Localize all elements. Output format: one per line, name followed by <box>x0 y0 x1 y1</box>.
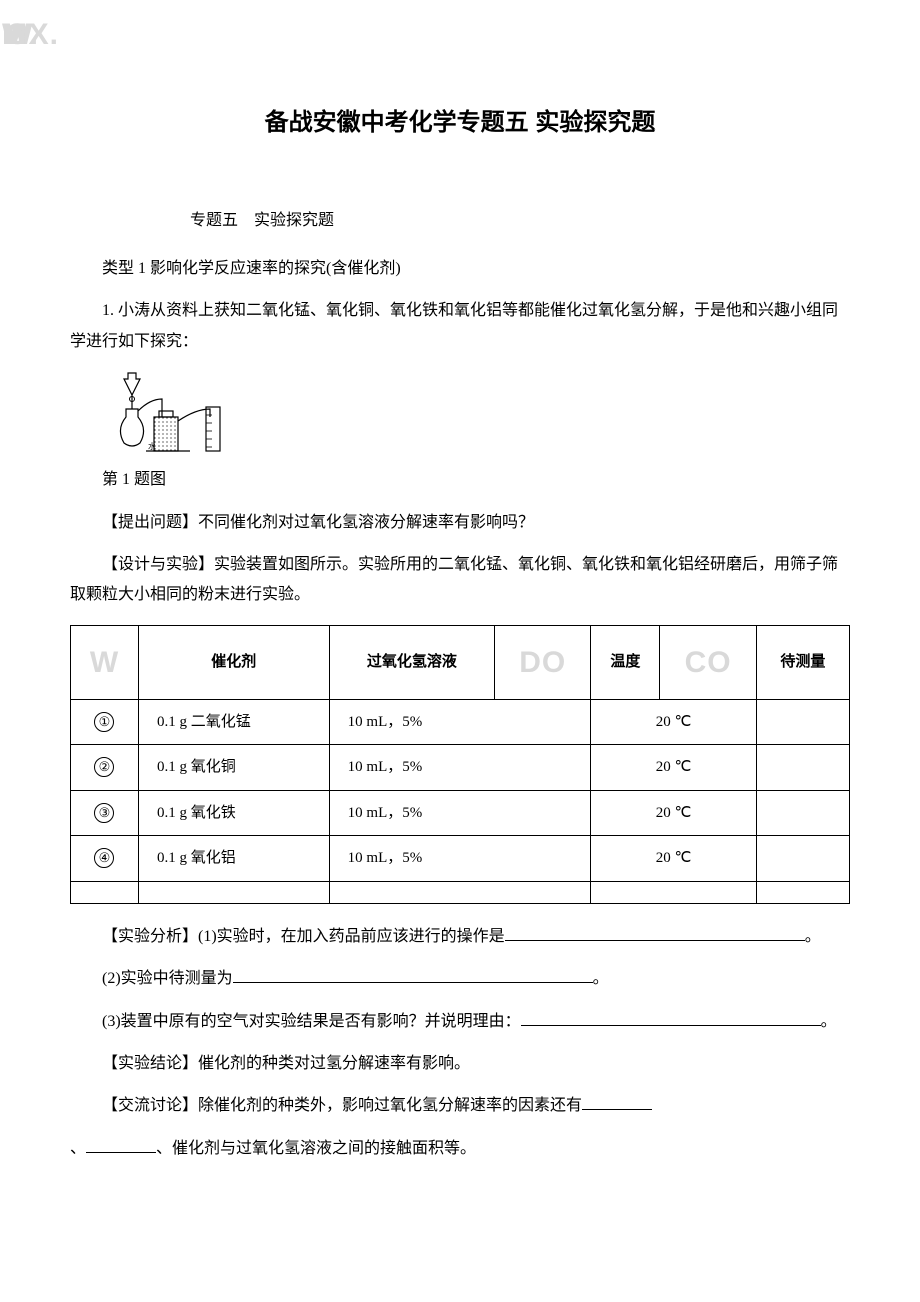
table-header: 温度CX. <box>591 625 660 699</box>
analysis-label: 【实验分析】 <box>102 928 198 945</box>
table-header: 催化剂W <box>138 625 329 699</box>
table-header: DO <box>495 625 591 699</box>
table-row-empty <box>71 881 850 903</box>
a3-end: 。 <box>821 1013 837 1030</box>
table-row: ② 0.1 g 氧化铜 10 mL，5% 20 ℃ <box>71 745 850 791</box>
a1-text: (1)实验时，在加入药品前应该进行的操作是 <box>198 928 505 945</box>
table-header-row: W 催化剂W 过氧化氢溶液W. DO 温度CX. CO 待测量M <box>71 625 850 699</box>
table-row: ④ 0.1 g 氧化铝 10 mL，5% 20 ℃ <box>71 836 850 882</box>
measure-cell <box>756 699 849 745</box>
blank-input[interactable] <box>521 1010 821 1026</box>
design-section: 【设计与实验】实验装置如图所示。实验所用的二氧化锰、氧化铜、氧化铁和氧化铝经研磨… <box>70 550 850 611</box>
a1-end: 。 <box>805 928 821 945</box>
blank-input[interactable] <box>86 1137 156 1153</box>
catalyst-cell: 0.1 g 氧化铝 <box>138 836 329 882</box>
solution-cell: 10 mL，5% <box>329 790 591 836</box>
blank-input[interactable] <box>582 1094 652 1110</box>
apparatus-icon: 水 <box>110 369 240 459</box>
catalyst-cell: 0.1 g 氧化铁 <box>138 790 329 836</box>
table-header: CO <box>660 625 756 699</box>
measure-cell <box>756 745 849 791</box>
discussion-line1: 【交流讨论】除催化剂的种类外，影响过氧化氢分解速率的因素还有 <box>70 1091 850 1121</box>
question-section: 【提出问题】不同催化剂对过氧化氢溶液分解速率有影响吗？ <box>70 508 850 538</box>
table-row: ③ 0.1 g 氧化铁 10 mL，5% 20 ℃ <box>71 790 850 836</box>
catalyst-cell: 0.1 g 二氧化锰 <box>138 699 329 745</box>
blank-input[interactable] <box>233 967 593 983</box>
solution-cell: 10 mL，5% <box>329 745 591 791</box>
analysis-1: 【实验分析】(1)实验时，在加入药品前应该进行的操作是 。 <box>70 922 850 952</box>
row-index: ② <box>71 745 139 791</box>
conclusion-section: 【实验结论】催化剂的种类对过氢分解速率有影响。 <box>70 1049 850 1079</box>
row-index: ① <box>71 699 139 745</box>
a3-text: (3)装置中原有的空气对实验结果是否有影响？并说明理由： <box>102 1013 521 1030</box>
figure-caption: 第 1 题图 <box>70 465 850 495</box>
experiment-table: W 催化剂W 过氧化氢溶液W. DO 温度CX. CO 待测量M ① 0.1 g… <box>70 625 850 904</box>
discuss-post: 、催化剂与过氧化氢溶液之间的接触面积等。 <box>156 1140 476 1157</box>
doc-title: 备战安徽中考化学专题五 实验探究题 <box>70 100 850 146</box>
blank-input[interactable] <box>505 925 805 941</box>
temp-cell: 20 ℃ <box>591 745 756 791</box>
discussion-line2: 、 、催化剂与过氧化氢溶液之间的接触面积等。 <box>70 1134 850 1164</box>
svg-text:水: 水 <box>148 441 156 451</box>
table-header: W <box>71 625 139 699</box>
measure-cell <box>756 790 849 836</box>
catalyst-cell: 0.1 g 氧化铜 <box>138 745 329 791</box>
topic-subtitle: 专题五 实验探究题 <box>190 206 850 236</box>
discuss-pre: 【交流讨论】除催化剂的种类外，影响过氧化氢分解速率的因素还有 <box>102 1097 582 1114</box>
discuss-mid: 、 <box>70 1140 86 1157</box>
type-label: 类型 1 影响化学反应速率的探究(含催化剂) <box>70 254 850 284</box>
temp-cell: 20 ℃ <box>591 836 756 882</box>
table-header: 待测量M <box>756 625 849 699</box>
q1-intro: 1. 小涛从资料上获知二氧化锰、氧化铜、氧化铁和氧化铝等都能催化过氧化氢分解，于… <box>70 296 850 357</box>
analysis-3: (3)装置中原有的空气对实验结果是否有影响？并说明理由： 。 <box>70 1007 850 1037</box>
row-index: ③ <box>71 790 139 836</box>
row-index: ④ <box>71 836 139 882</box>
solution-cell: 10 mL，5% <box>329 836 591 882</box>
a2-text: (2)实验中待测量为 <box>102 970 233 987</box>
a2-end: 。 <box>593 970 609 987</box>
apparatus-figure: 水 <box>110 369 850 459</box>
table-row: ① 0.1 g 二氧化锰 10 mL，5% 20 ℃ <box>71 699 850 745</box>
measure-cell <box>756 836 849 882</box>
temp-cell: 20 ℃ <box>591 790 756 836</box>
solution-cell: 10 mL，5% <box>329 699 591 745</box>
analysis-2: (2)实验中待测量为 。 <box>70 964 850 994</box>
temp-cell: 20 ℃ <box>591 699 756 745</box>
table-header: 过氧化氢溶液W. <box>329 625 494 699</box>
